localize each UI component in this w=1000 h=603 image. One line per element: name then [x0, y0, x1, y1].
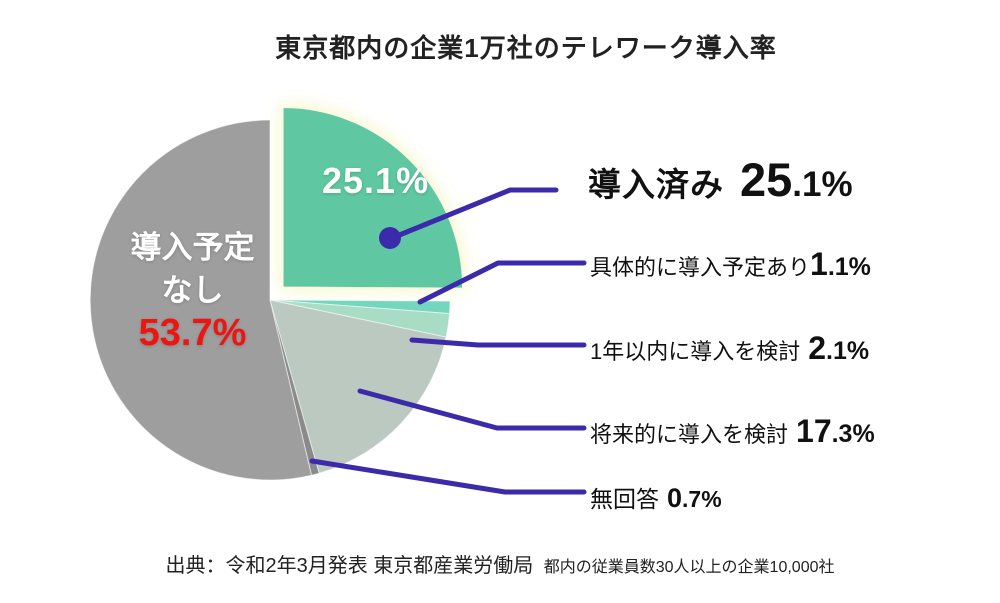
connector-within-1yr-line	[409, 337, 587, 348]
legend-item-future: 将来的に導入を検討 17 .3%	[590, 413, 875, 450]
chart-title: 東京都内の企業1万社のテレワーク導入率	[275, 33, 777, 63]
connector-lines	[309, 187, 587, 495]
pie-label-no-plan: 導入予定 なし 53.7%	[105, 226, 280, 355]
legend-pct-frac: .3%	[831, 420, 875, 448]
pie-label-no-plan-pct: 53.7%	[138, 312, 247, 354]
legend-label: 将来的に導入を検討	[590, 422, 789, 447]
legend-pct-int: 17	[796, 413, 832, 449]
connector-no-answer-line	[309, 458, 587, 495]
pie-slice-0	[282, 106, 464, 290]
pie-label-introduced-pct: 25.1%	[322, 160, 430, 201]
source-main-text: 出典：令和2年3月発表 東京都産業労働局	[165, 555, 534, 577]
legend-label: 1年以内に導入を検討	[590, 339, 801, 364]
legend-pct-int: 25	[740, 153, 793, 206]
legend-pct-int: 1	[810, 246, 828, 282]
legend-pct-int: 0	[667, 483, 683, 513]
connector-dot	[379, 227, 401, 249]
legend-label: 導入済み	[588, 166, 724, 203]
connector-introduced-line	[389, 187, 559, 241]
legend-pct-frac: .1%	[792, 165, 853, 204]
legend-label: 具体的に導入予定あり	[590, 255, 811, 280]
legend-pct-frac: .7%	[682, 486, 722, 512]
pie-slices	[89, 106, 464, 481]
connector-future-line	[357, 388, 587, 431]
legend-pct-int: 2	[808, 330, 827, 366]
source-sub-text: 都内の従業員数30人以上の企業10,000社	[543, 559, 835, 576]
legend-label: 無回答	[590, 486, 659, 512]
connector-concrete-plan-line	[417, 260, 587, 305]
pie-label-no-plan-line2: なし	[161, 273, 224, 308]
source-note: 出典：令和2年3月発表 東京都産業労働局 都内の従業員数30人以上の企業10,0…	[0, 549, 1000, 578]
legend-pct-frac: .1%	[826, 337, 870, 365]
legend-item-concrete-plan: 具体的に導入予定あり 1 .1%	[590, 246, 871, 283]
legend-item-within-1yr: 1年以内に導入を検討 2 .1%	[590, 330, 869, 367]
pie-slice-5	[89, 119, 313, 481]
legend-item-no-answer: 無回答 0 .7%	[590, 480, 722, 514]
legend-item-introduced: 導入済み 25 .1%	[588, 152, 853, 207]
legend-pct-frac: .1%	[827, 253, 871, 281]
pie-label-no-plan-line1: 導入予定	[130, 230, 255, 265]
